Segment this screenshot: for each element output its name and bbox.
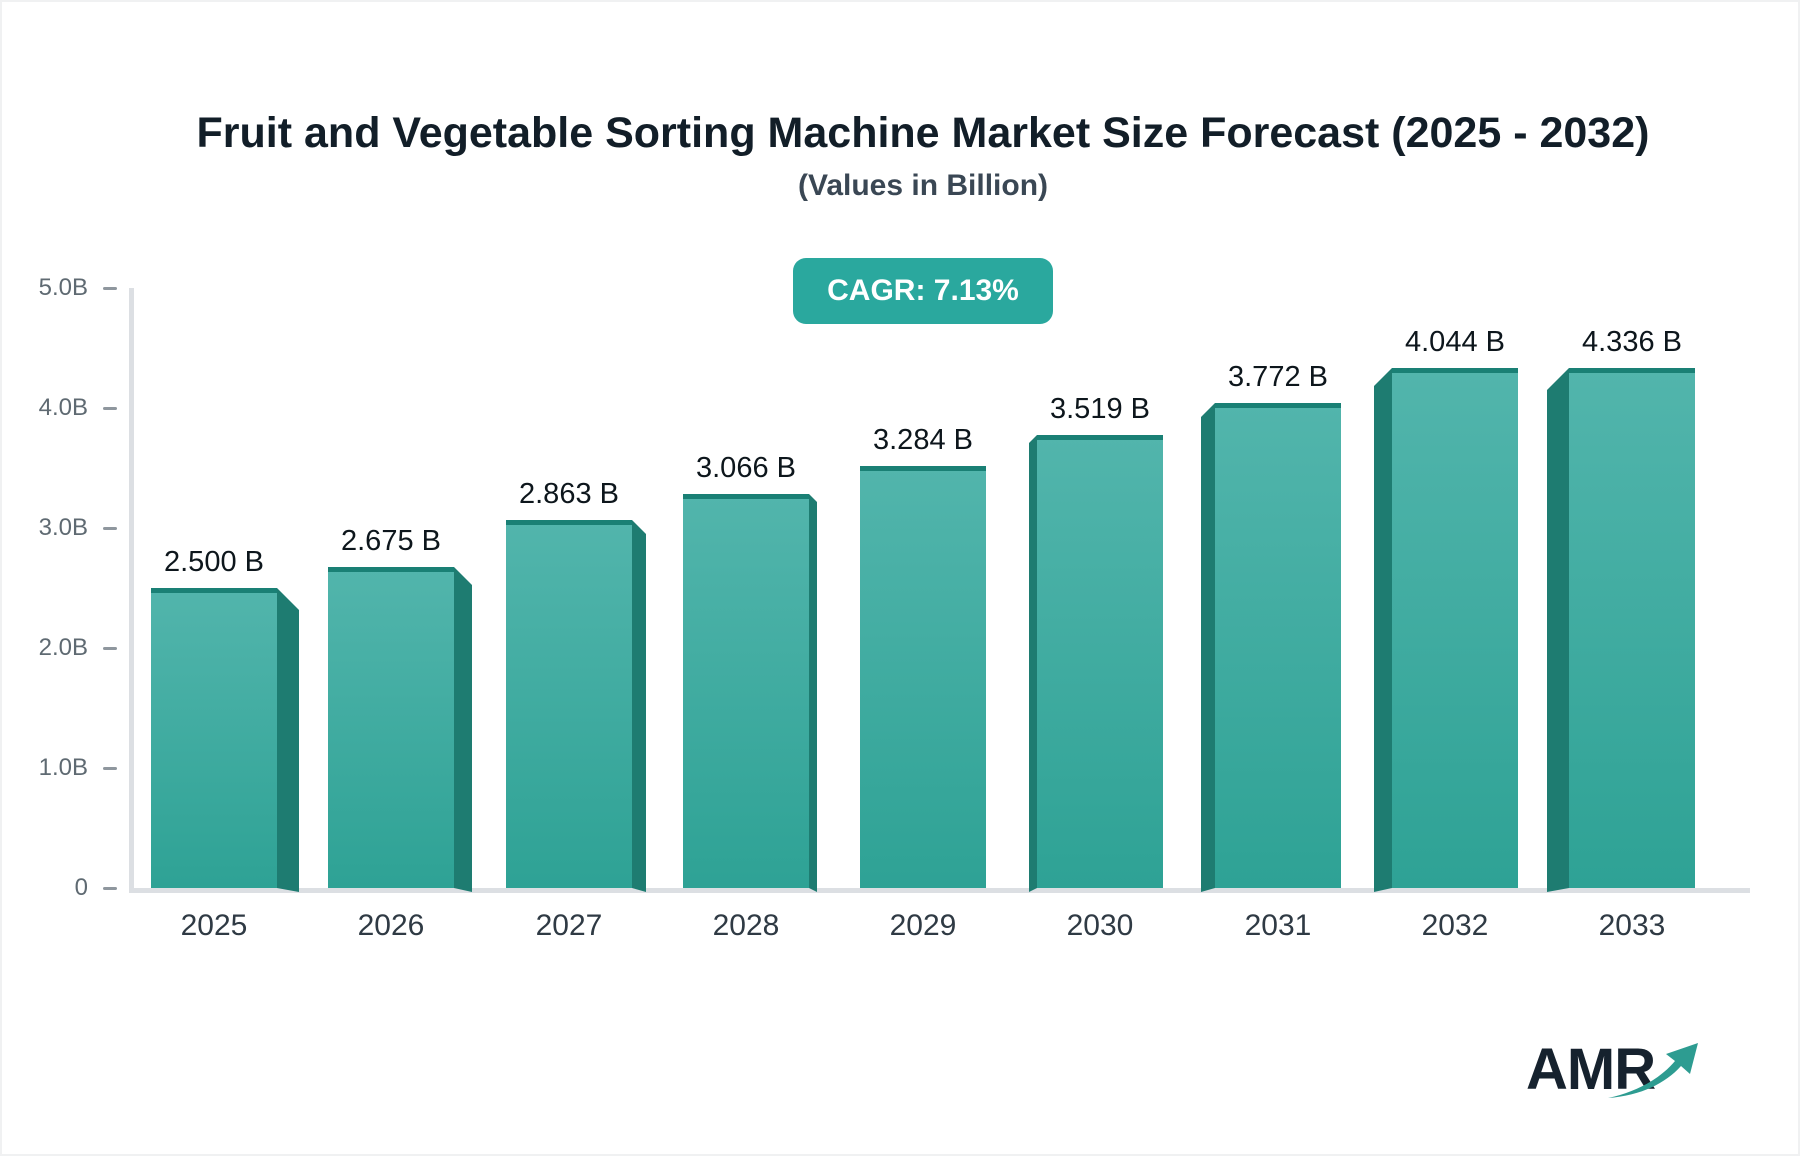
bar-value-label-2026: 2.675 B <box>341 525 441 557</box>
x-axis-label-2028: 2028 <box>712 909 780 942</box>
bar-top-edge-2029 <box>860 466 986 471</box>
bar-top-edge-2032 <box>1392 368 1518 373</box>
y-axis-tick-label: 2.0B <box>38 634 88 661</box>
bar-top-edge-2031 <box>1215 403 1341 408</box>
x-axis-label-2031: 2031 <box>1244 909 1312 942</box>
bar-2027 <box>506 520 632 888</box>
bar-top-edge-2028 <box>683 494 809 499</box>
bar-2028 <box>683 494 809 888</box>
bar-2031 <box>1215 403 1341 888</box>
bar-side-panel-2033 <box>1547 368 1569 892</box>
x-axis-label-2027: 2027 <box>535 909 603 942</box>
y-axis-tick-label: 0 <box>74 874 88 901</box>
amr-logo: AMR <box>1524 1032 1714 1107</box>
y-axis-line <box>129 288 134 893</box>
bar-side-panel-2025 <box>277 588 299 892</box>
bar-side-panel-2027 <box>632 520 646 892</box>
bar-2030 <box>1037 435 1163 888</box>
bar-top-edge-2033 <box>1569 368 1695 373</box>
y-axis-tick-mark <box>103 887 117 890</box>
y-axis-tick-mark <box>103 407 117 410</box>
bar-side-panel-2028 <box>809 494 817 892</box>
bar-value-label-2030: 3.519 B <box>1050 393 1150 425</box>
bar-value-label-2025: 2.500 B <box>164 546 264 578</box>
y-axis-tick-label: 4.0B <box>38 394 88 421</box>
x-axis-label-2029: 2029 <box>889 909 957 942</box>
y-axis-tick-label: 1.0B <box>38 754 88 781</box>
bar-value-label-2033: 4.336 B <box>1582 326 1682 358</box>
y-axis-tick-mark <box>103 647 117 650</box>
cagr-badge-row: CAGR: 7.13% <box>48 258 1798 324</box>
bar-2032 <box>1392 368 1518 888</box>
x-axis-label-2032: 2032 <box>1421 909 1489 942</box>
bar-side-panel-2032 <box>1374 368 1392 892</box>
y-axis-tick-label: 5.0B <box>38 274 88 301</box>
bar-2026 <box>328 567 454 888</box>
y-axis-tick-mark <box>103 527 117 530</box>
x-axis-line <box>129 888 1750 893</box>
bar-value-label-2027: 2.863 B <box>519 478 619 510</box>
trend-up-arrow-icon <box>1608 1043 1698 1098</box>
bar-value-label-2029: 3.284 B <box>873 424 973 456</box>
bar-value-label-2031: 3.772 B <box>1228 361 1328 393</box>
bar-value-label-2032: 4.044 B <box>1405 326 1505 358</box>
bar-2033 <box>1569 368 1695 888</box>
chart-title: Fruit and Vegetable Sorting Machine Mark… <box>196 109 1650 157</box>
y-axis-tick-mark <box>103 767 117 770</box>
chart-subtitle: (Values in Billion) <box>797 169 1049 202</box>
bar-value-label-2028: 3.066 B <box>696 452 796 484</box>
bar-2029 <box>860 466 986 888</box>
bar-side-panel-2030 <box>1029 435 1037 892</box>
cagr-badge: CAGR: 7.13% <box>793 258 1053 324</box>
x-axis-label-2030: 2030 <box>1066 909 1134 942</box>
bar-top-edge-2025 <box>151 588 277 593</box>
bar-side-panel-2031 <box>1201 403 1215 892</box>
y-axis-tick-label: 3.0B <box>38 514 88 541</box>
bar-top-edge-2026 <box>328 567 454 572</box>
amr-logo-graphic: AMR <box>1526 1037 1698 1102</box>
y-axis-tick-mark <box>103 287 117 290</box>
x-axis-label-2025: 2025 <box>180 909 248 942</box>
x-axis-label-2026: 2026 <box>357 909 425 942</box>
bar-top-edge-2027 <box>506 520 632 525</box>
bar-2025 <box>151 588 277 888</box>
bar-top-edge-2030 <box>1037 435 1163 440</box>
bar-side-panel-2026 <box>454 567 472 892</box>
x-axis-label-2033: 2033 <box>1598 909 1666 942</box>
